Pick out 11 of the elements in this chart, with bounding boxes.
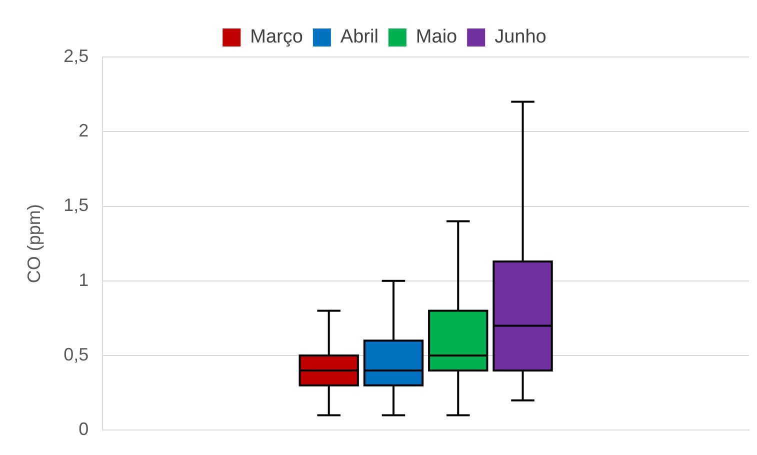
y-tick-label: 1,5 xyxy=(64,195,89,216)
y-tick-label: 0 xyxy=(78,419,89,440)
y-tick-label: 2 xyxy=(78,120,89,141)
legend-label: Junho xyxy=(494,26,546,48)
y-tick-label: 1 xyxy=(78,270,89,290)
legend-label: Maio xyxy=(416,26,458,48)
y-tick-label: 0,5 xyxy=(64,344,89,365)
y-tick-label: 2,5 xyxy=(64,46,89,66)
y-axis-title: CO (ppm) xyxy=(24,204,44,284)
legend-label: Abril xyxy=(340,26,378,48)
legend-label: Março xyxy=(250,26,303,48)
